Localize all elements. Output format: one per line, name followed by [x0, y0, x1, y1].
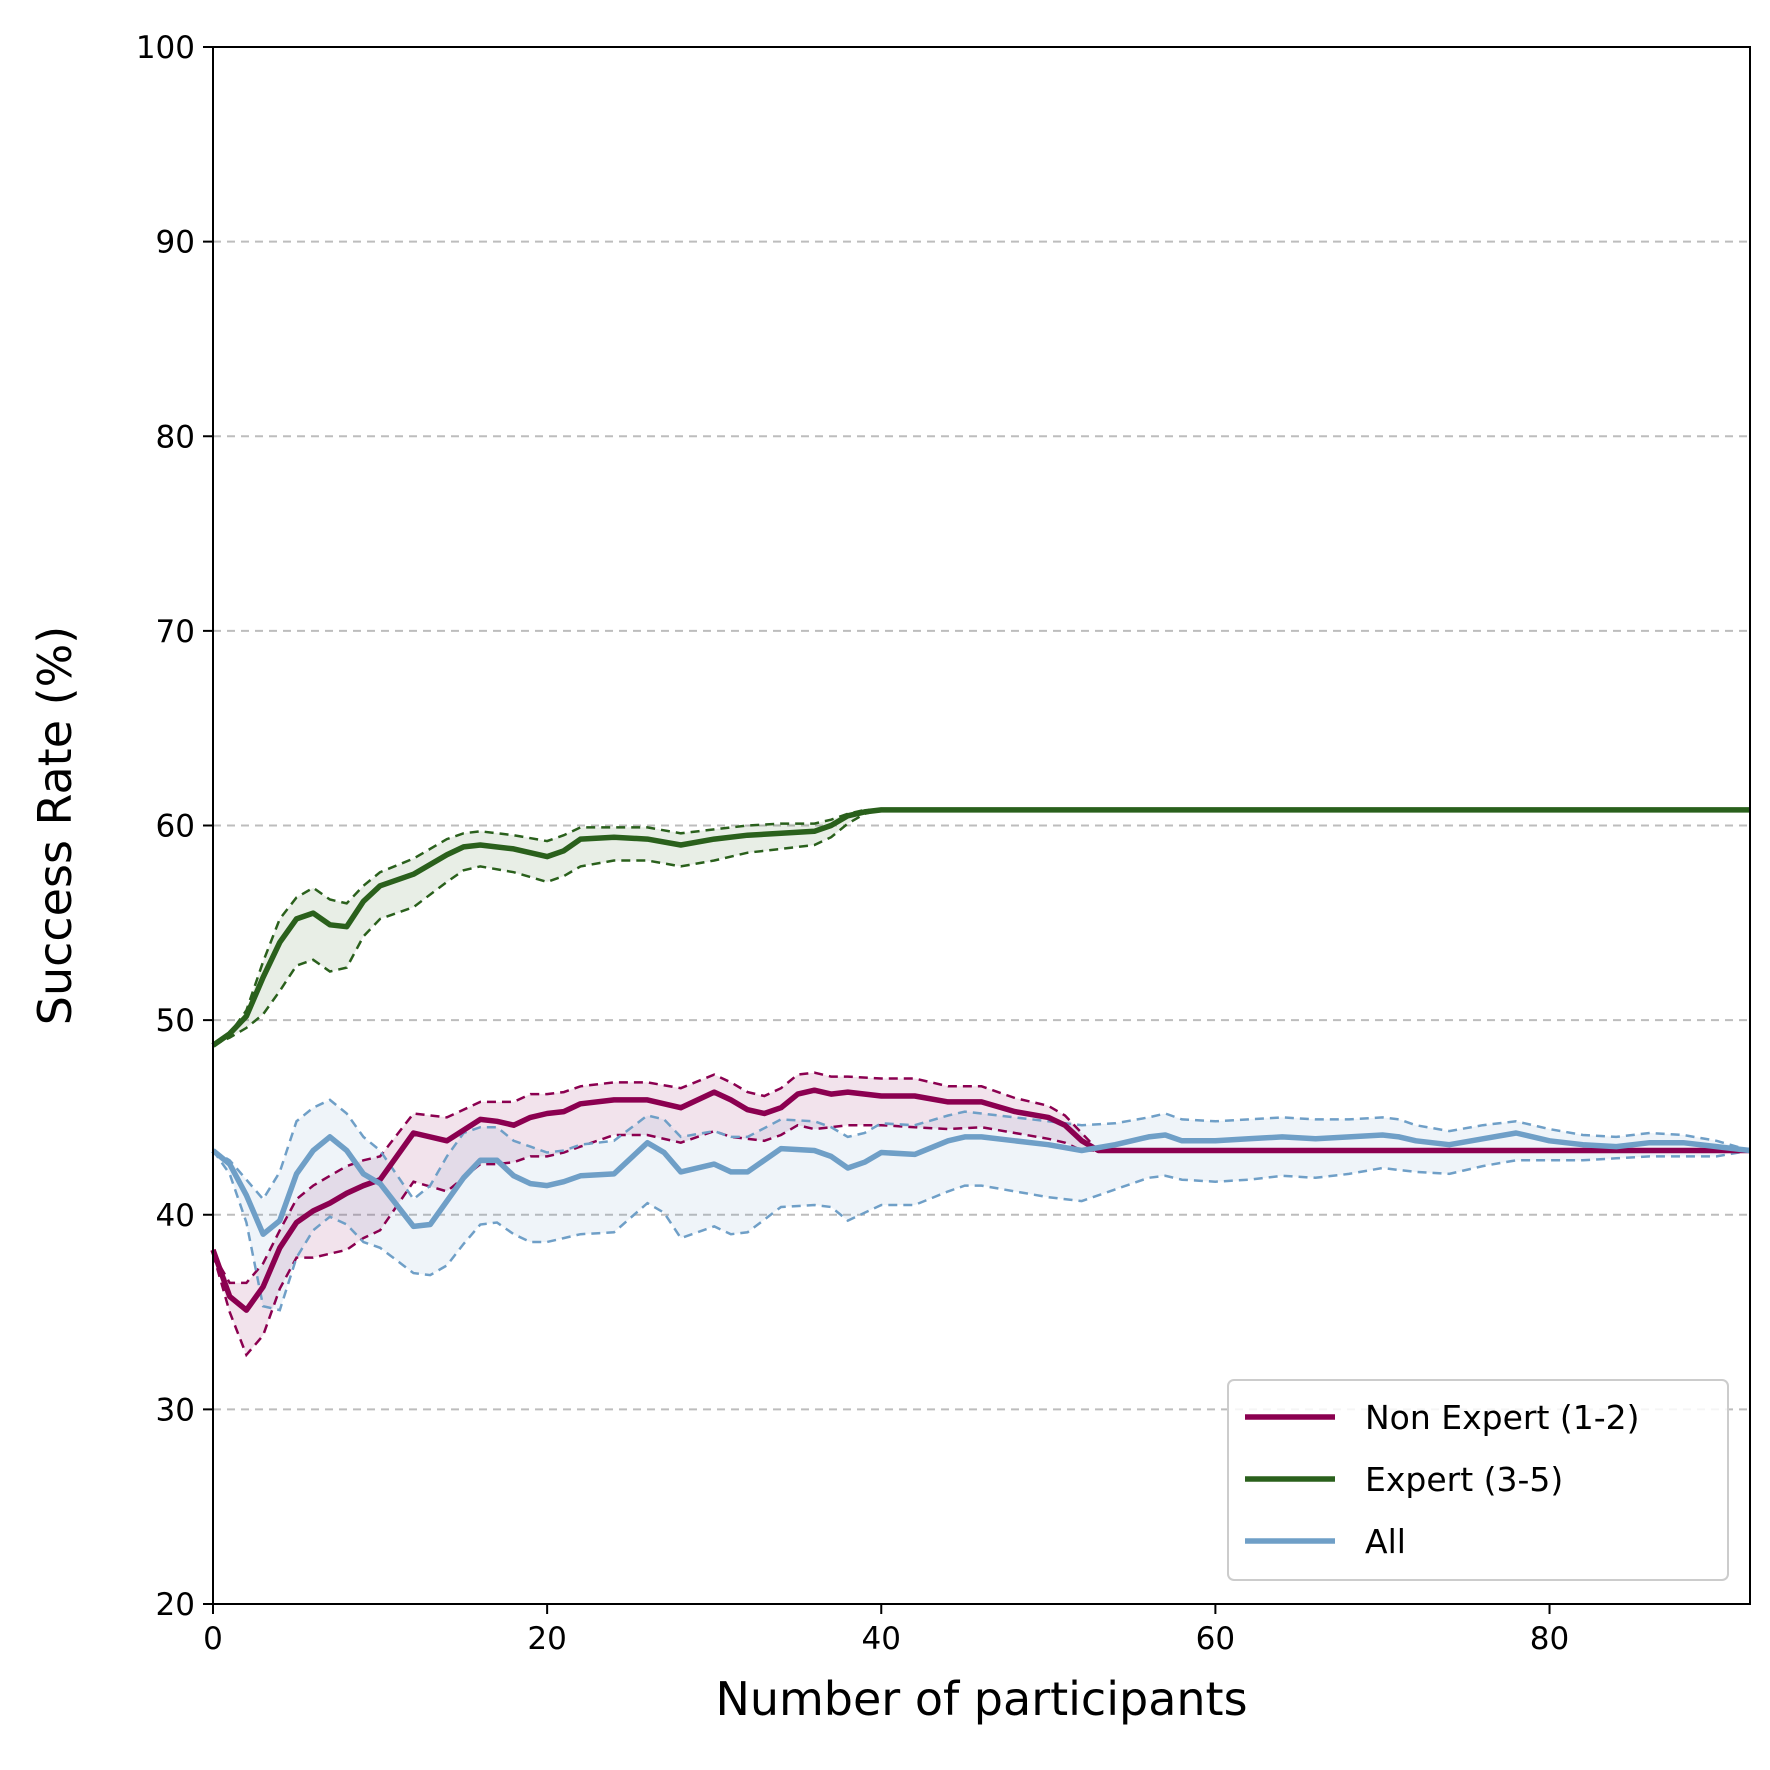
x-tick-label-80: 80	[1530, 1621, 1569, 1657]
legend: Non Expert (1-2) Expert (3-5) All	[1227, 1379, 1729, 1581]
y-tick-label-70: 70	[156, 614, 195, 650]
legend-box	[1227, 1379, 1729, 1581]
y-tick-label-20: 20	[156, 1587, 195, 1623]
y-tick-label-50: 50	[156, 1003, 195, 1039]
y-axis-title: Success Rate (%)	[28, 626, 82, 1026]
upper-bound-all	[212, 1098, 1751, 1202]
mean-line-all	[211, 1130, 1751, 1237]
x-axis-title: Number of participants	[715, 1672, 1247, 1726]
mean-line-non-expert-1-2	[210, 1087, 1750, 1313]
y-tick-label-100: 100	[136, 30, 195, 66]
y-tick-label-40: 40	[156, 1198, 195, 1234]
lower-bound-expert-3-5	[212, 808, 1750, 1047]
confidence-bands	[213, 809, 1750, 1355]
mean-line-expert-3-5	[211, 807, 1750, 1048]
lower-bound-non-expert-1-2	[211, 1123, 1750, 1358]
x-tick-label-60: 60	[1196, 1621, 1235, 1657]
series-lines	[210, 807, 1751, 1358]
legend-label-expert-3-5: Expert (3-5)	[1365, 1460, 1563, 1499]
y-tick-label-60: 60	[156, 809, 195, 845]
grid-lines	[213, 240, 1750, 1411]
y-tick-label-30: 30	[156, 1392, 195, 1428]
x-tick-label-40: 40	[862, 1621, 901, 1657]
x-tick-label-20: 20	[527, 1621, 566, 1657]
upper-bound-non-expert-1-2	[211, 1071, 1750, 1285]
legend-label-all: All	[1365, 1522, 1406, 1561]
y-tick-label-90: 90	[156, 225, 195, 261]
legend-label-non-expert-1-2: Non Expert (1-2)	[1365, 1398, 1640, 1437]
upper-bound-expert-3-5	[212, 808, 1750, 1047]
x-tick-label-0: 0	[203, 1621, 223, 1657]
band-expert-3-5	[213, 809, 1750, 1046]
lower-bound-all	[211, 1149, 1751, 1312]
y-tick-label-80: 80	[156, 419, 195, 455]
